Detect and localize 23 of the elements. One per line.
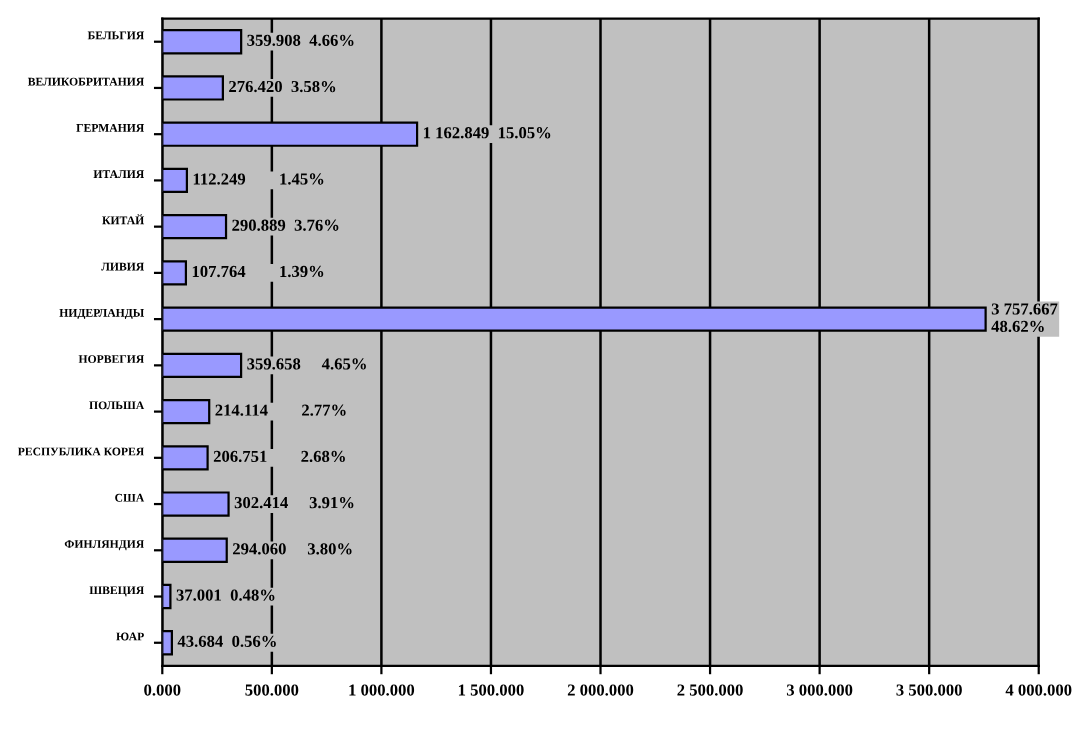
x-tick-label: 3 500.000 (896, 684, 962, 696)
data-label: 206.751 2.68% (213, 450, 345, 463)
data-label: 107.764 1.39% (192, 265, 324, 278)
data-label: 290.889 3.76% (232, 219, 339, 231)
x-tick-label: 1 000.000 (349, 684, 415, 696)
data-label: 112.249 1.45% (193, 173, 324, 185)
data-label: 302.414 3.91% (234, 496, 354, 509)
x-tick-label: 4 000.000 (1005, 684, 1072, 696)
data-label: 294.060 3.80% (232, 543, 352, 555)
data-label: 359.908 4.66% (247, 34, 354, 46)
x-tick-label: 2 500.000 (677, 684, 743, 696)
x-tick-label: 1 500.000 (458, 684, 524, 696)
data-label: 1 162.849 15.05% (423, 127, 551, 139)
x-tick-label: 0.000 (144, 684, 181, 696)
x-tick-label: 3 000.000 (786, 684, 853, 696)
data-label: 43.684 0.56% (177, 635, 276, 648)
data-label: 3 757.667 48.62% (991, 303, 1058, 333)
x-tick-label: 2 000.000 (567, 684, 634, 696)
data-label: 214.114 2.77% (215, 404, 346, 416)
x-tick-label: 500.000 (245, 684, 299, 696)
data-label: 359.658 4.65% (247, 358, 366, 370)
data-label: 276.420 3.58% (229, 80, 336, 93)
data-label: 37.001 0.48% (176, 589, 275, 601)
